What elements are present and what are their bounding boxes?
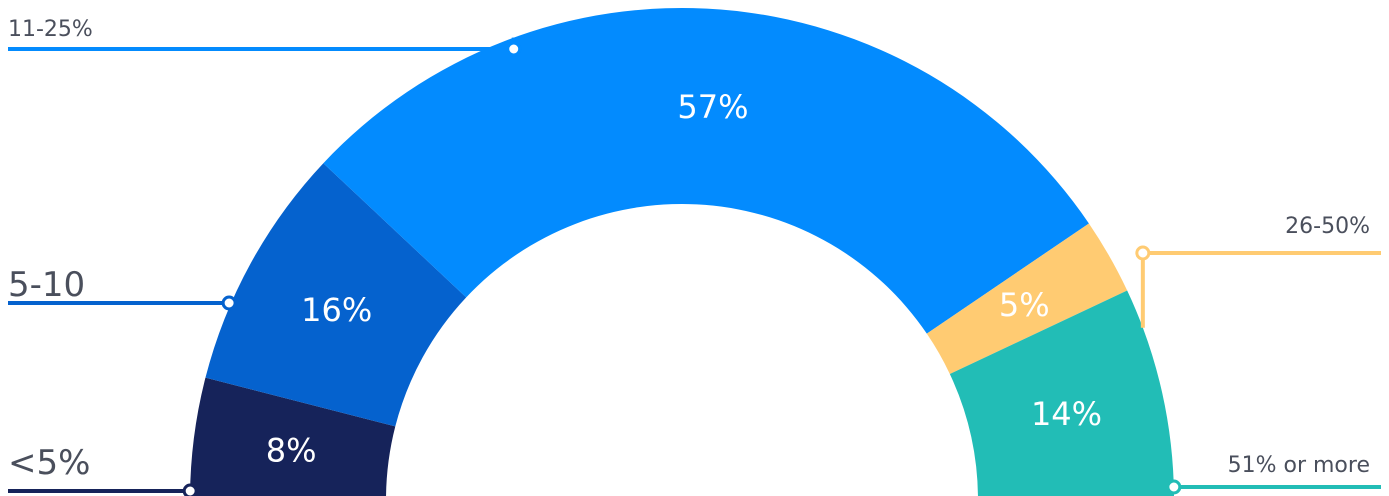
- category-label-51-or-more: 51% or more: [1228, 453, 1370, 478]
- callout-line: [8, 487, 193, 493]
- slice-value-label: 16%: [301, 291, 372, 329]
- callout-marker: [506, 41, 522, 57]
- slice-11-25: [323, 8, 1089, 334]
- callout-marker: [182, 483, 198, 496]
- callout-line: [1140, 251, 1381, 328]
- slice-value-label: 14%: [1031, 395, 1102, 433]
- slice-value-label: 8%: [266, 432, 317, 470]
- slice-51-or-more: [949, 290, 1174, 496]
- slices-group: [190, 8, 1174, 496]
- category-label-5-10: 5-10: [8, 265, 85, 305]
- callout-marker: [221, 295, 237, 311]
- callouts-group: <5% 5-10 11-25% 26-50% 51% or more: [8, 17, 1381, 496]
- callout-marker: [1135, 245, 1151, 261]
- slice-26-50: [926, 223, 1128, 374]
- callout-marker: [1166, 479, 1182, 495]
- slice-5-10: [205, 163, 467, 427]
- category-label-26-50: 26-50%: [1285, 214, 1370, 239]
- slice-value-label: 5%: [999, 286, 1050, 324]
- category-label-11-25: 11-25%: [8, 17, 93, 42]
- category-label-5: <5%: [8, 443, 90, 483]
- slice-5: [190, 377, 396, 496]
- slice-labels-group: 8% 16% 57% 5% 14%: [266, 88, 1102, 469]
- slice-value-label: 57%: [677, 88, 748, 126]
